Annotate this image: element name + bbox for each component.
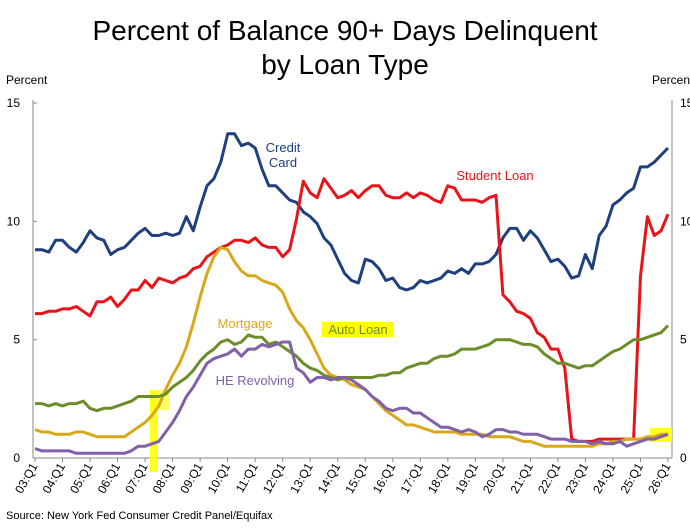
y-tick-label: 5 [13,333,20,347]
x-tick-label: 18:Q1 [425,460,454,496]
series-label: Mortgage [217,316,273,331]
y2-axis-label: Percent [652,73,690,87]
series-label: Auto Loan [322,322,394,337]
y-axis-label: Percent [6,73,48,87]
x-tick-label: 04:Q1 [40,460,69,496]
x-tick-label: 20:Q1 [480,460,509,496]
series-label: Student Loan [456,168,534,183]
x-tick-label: 09:Q1 [177,460,206,496]
y-tick-label: 10 [7,214,21,228]
x-tick-label: 16:Q1 [370,460,399,496]
series-line [35,132,670,292]
x-tick-label: 22:Q1 [535,460,564,496]
x-tick-label: 23:Q1 [563,460,592,496]
x-tick-label: 25:Q1 [618,460,647,496]
x-tick-label: 15:Q1 [342,460,371,496]
y2-tick-label: 10 [680,214,690,228]
x-tick-label: 14:Q1 [315,460,344,496]
x-tick-label: 05:Q1 [67,460,96,496]
y-tick-label: 0 [13,451,20,465]
x-tick-label: 11:Q1 [233,460,261,495]
y2-tick-label: 5 [680,333,687,347]
x-tick-label: 12:Q1 [260,460,289,496]
highlight [150,390,158,472]
series-line [34,245,668,448]
y-tick-label: 15 [7,96,21,110]
chart-title: Percent of Balance 90+ Days Delinquent b… [92,15,598,80]
series-line [35,324,670,413]
series-line [34,340,669,455]
x-tick-label: 17:Q1 [397,460,426,496]
y2-tick-label: 0 [680,451,687,465]
x-tick-label: 06:Q1 [95,460,124,496]
x-tick-label: 19:Q1 [452,460,481,496]
x-tick-label: 13:Q1 [287,460,316,496]
x-tick-label: 26:Q1 [645,460,674,496]
x-tick-label: 03:Q1 [12,460,41,496]
series-line [35,177,670,443]
x-tick-label: 10:Q1 [205,460,234,496]
source: Source: New York Fed Consumer Credit Pan… [6,510,273,522]
y2-tick-label: 15 [680,96,690,110]
x-tick-label: 07:Q1 [122,460,151,496]
series-label: HE Revolving [215,373,295,388]
series-label: Credit Card [265,140,301,170]
x-tick-label: 24:Q1 [590,460,619,496]
x-tick-label: 21:Q1 [508,460,537,496]
